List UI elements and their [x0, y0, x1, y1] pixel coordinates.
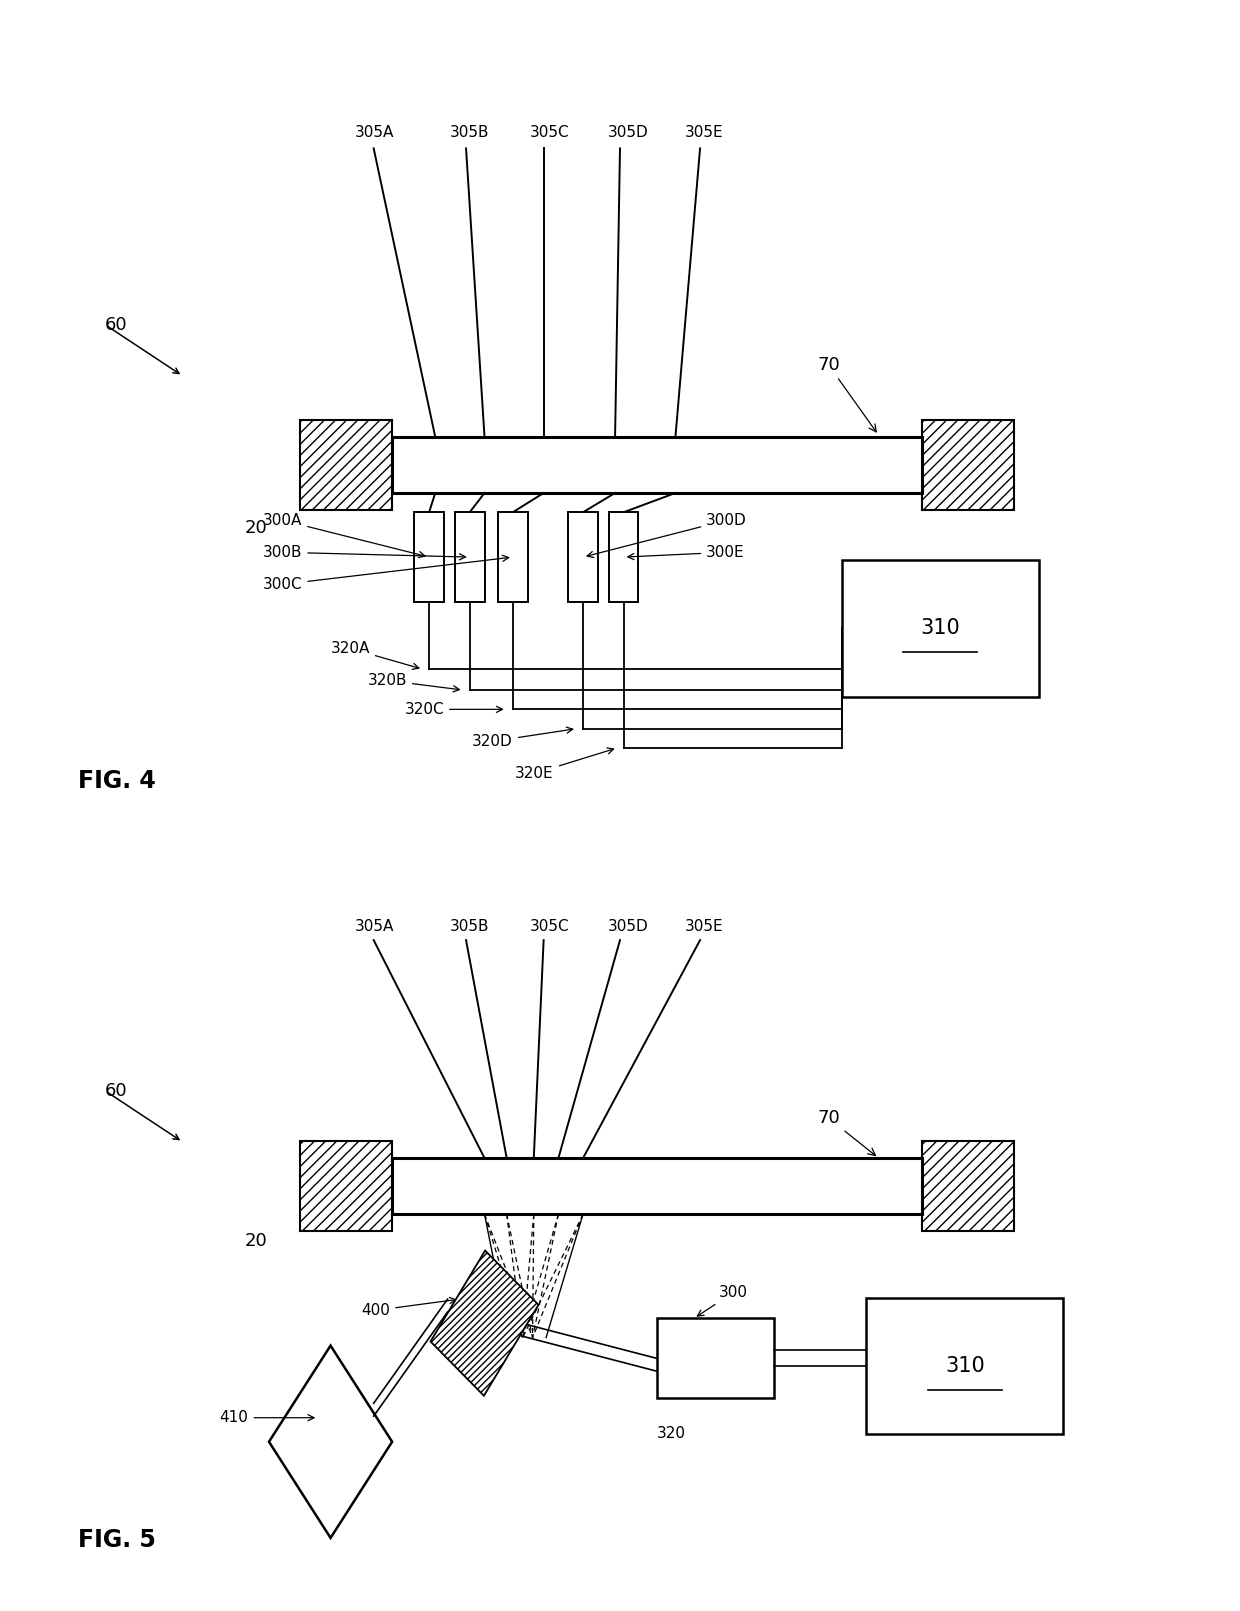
- Bar: [392, 437, 921, 493]
- Text: 305B: 305B: [450, 918, 490, 934]
- Text: 320: 320: [657, 1426, 686, 1442]
- Text: 70: 70: [817, 356, 877, 432]
- Bar: [842, 561, 1039, 696]
- Text: 310: 310: [945, 1355, 985, 1376]
- Text: 60: 60: [105, 316, 128, 333]
- Text: 400: 400: [361, 1297, 456, 1318]
- Bar: [300, 1141, 392, 1231]
- Text: 320A: 320A: [331, 641, 419, 670]
- Text: FIG. 5: FIG. 5: [78, 1527, 156, 1551]
- Text: 320E: 320E: [516, 748, 614, 781]
- Text: 20: 20: [244, 519, 267, 536]
- Text: 305A: 305A: [355, 126, 394, 140]
- Text: 300D: 300D: [587, 512, 746, 557]
- Bar: [455, 512, 485, 603]
- Polygon shape: [269, 1345, 392, 1539]
- Bar: [568, 512, 598, 603]
- Bar: [392, 1158, 921, 1215]
- Bar: [498, 512, 528, 603]
- Text: 410: 410: [219, 1410, 314, 1426]
- Bar: [657, 1318, 774, 1398]
- Text: 305B: 305B: [450, 126, 490, 140]
- Text: 300C: 300C: [263, 556, 508, 591]
- Polygon shape: [430, 1250, 538, 1395]
- Text: 310: 310: [920, 619, 960, 638]
- Text: 320B: 320B: [367, 673, 460, 691]
- Bar: [921, 420, 1014, 509]
- Text: 305D: 305D: [608, 918, 649, 934]
- Bar: [921, 1141, 1014, 1231]
- Bar: [300, 420, 392, 509]
- Text: 20: 20: [244, 1232, 267, 1250]
- Text: 300A: 300A: [263, 512, 425, 557]
- Text: 70: 70: [817, 1108, 875, 1155]
- Text: 320D: 320D: [472, 727, 573, 749]
- Text: 305E: 305E: [686, 918, 724, 934]
- Text: 60: 60: [105, 1081, 128, 1100]
- Text: 300B: 300B: [263, 545, 465, 561]
- Bar: [609, 512, 639, 603]
- Text: 305C: 305C: [529, 126, 569, 140]
- Text: FIG. 4: FIG. 4: [78, 770, 156, 794]
- Bar: [867, 1297, 1064, 1434]
- Text: 305D: 305D: [608, 126, 649, 140]
- Bar: [414, 512, 444, 603]
- Text: 300E: 300E: [627, 545, 745, 559]
- Text: 305E: 305E: [686, 126, 724, 140]
- Text: 305A: 305A: [355, 918, 394, 934]
- Text: 305C: 305C: [529, 918, 569, 934]
- Text: 300: 300: [697, 1286, 748, 1316]
- Text: 320C: 320C: [404, 702, 502, 717]
